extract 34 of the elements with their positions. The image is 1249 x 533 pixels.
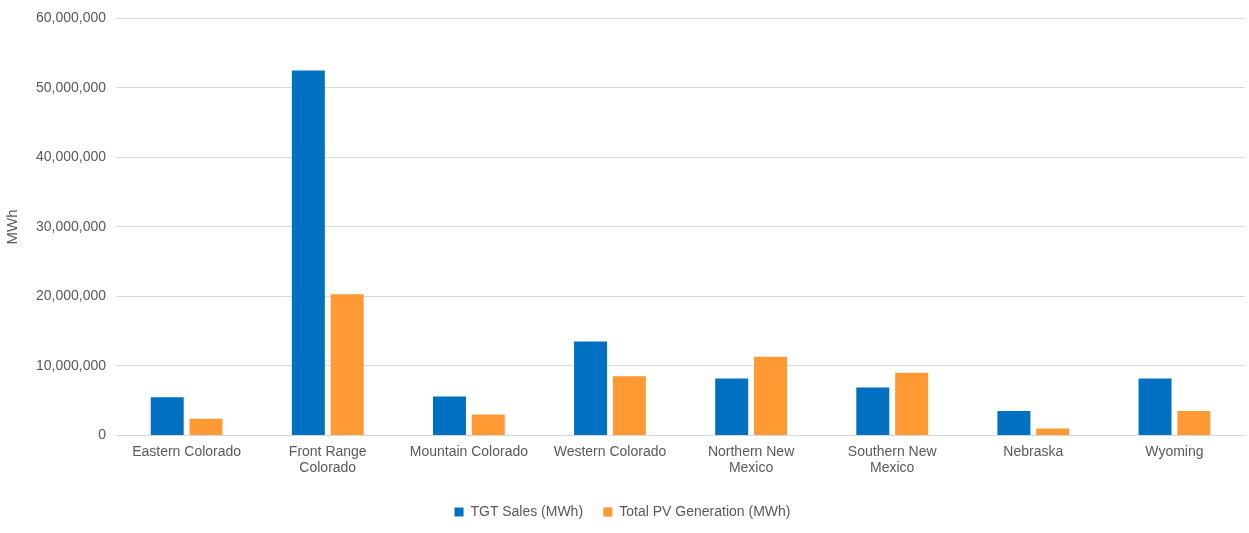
bar <box>471 414 505 435</box>
x-tick-label: Wyoming <box>1145 442 1204 459</box>
bar <box>432 396 466 435</box>
x-tick-label: Northern New Mexico <box>707 442 796 476</box>
bar <box>754 356 787 435</box>
x-tick-label: Nebraska <box>1003 442 1064 459</box>
x-tick-label: Front Range Colorado <box>288 442 367 476</box>
y-tick-label: 30,000,000 <box>35 217 107 234</box>
x-tick-label: Mountain Colorado <box>409 442 529 459</box>
x-tick-label: Eastern Colorado <box>132 442 242 459</box>
legend-label: Total PV Generation (MWh) <box>619 502 791 519</box>
bar <box>291 70 325 435</box>
bar <box>997 411 1031 435</box>
bar <box>150 397 184 435</box>
x-tick-label: Western Colorado <box>553 442 667 459</box>
bar <box>1138 378 1172 435</box>
bar <box>895 372 929 435</box>
y-tick-label: 50,000,000 <box>35 78 107 95</box>
y-axis-title: MWh <box>3 209 21 245</box>
y-tick-label: 20,000,000 <box>35 287 107 304</box>
y-tick-label: 0 <box>98 426 107 443</box>
bar <box>189 418 223 435</box>
bar <box>856 387 890 435</box>
legend-label: TGT Sales (MWh) <box>470 502 584 519</box>
bar <box>574 341 608 435</box>
bar <box>1036 428 1070 435</box>
y-tick-label: 60,000,000 <box>35 9 107 26</box>
bar <box>330 294 364 435</box>
bar <box>715 378 749 435</box>
y-tick-label: 40,000,000 <box>35 148 107 165</box>
y-tick-label: 10,000,000 <box>35 356 107 373</box>
bar <box>1177 411 1211 435</box>
bar <box>612 376 646 435</box>
x-tick-label: Southern New Mexico <box>847 442 938 476</box>
